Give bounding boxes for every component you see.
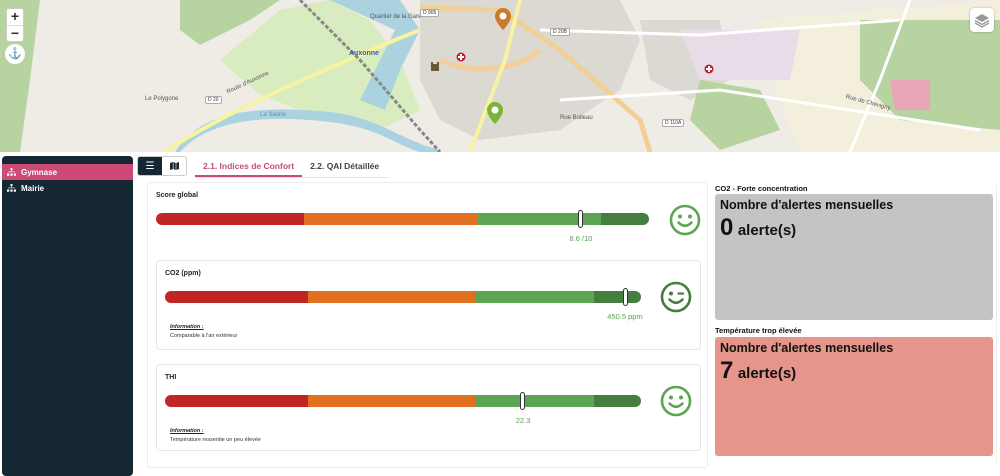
tab-indices-confort[interactable]: 2.1. Indices de Confort: [195, 156, 303, 177]
map-poi-hospital-icon: [456, 52, 466, 62]
thi-card: THI 22.3 Information : Température resse…: [156, 364, 701, 451]
alert-temp-box: Nombre d'alertes mensuelles 7 alerte(s): [715, 337, 993, 456]
alert-temp-count-number: 7: [720, 357, 734, 384]
indices-panel: Score global 8.6 /10 CO2 (ppm) 450.5 ppm…: [147, 182, 708, 468]
map-label-town: Auxonne: [349, 50, 379, 57]
smile-face-icon: [669, 204, 701, 236]
map-poi-castle-icon: [431, 62, 439, 71]
wink-face-icon: [660, 281, 692, 313]
sidebar-item-label: Mairie: [21, 183, 45, 193]
map-poi-hospital-icon-2: [704, 64, 714, 74]
thi-info-label: Information :: [170, 428, 204, 434]
list-icon: ☰: [145, 160, 155, 172]
tab-qai-detaillee[interactable]: 2.2. QAI Détaillée: [310, 161, 380, 171]
zoom-out-button[interactable]: −: [7, 25, 23, 41]
alert-temp-count: 7 alerte(s): [720, 357, 988, 385]
alert-co2-count: 0 alerte(s): [720, 214, 988, 242]
thi-info-text: Température ressentie un peu élevée: [170, 437, 261, 443]
map-label-quartier: Quartier de la Gare: [370, 14, 422, 20]
map-view-button[interactable]: [162, 157, 186, 175]
locate-button[interactable]: ⚓: [5, 44, 25, 64]
list-view-button[interactable]: ☰: [138, 157, 162, 175]
co2-value: 450.5 ppm: [607, 312, 643, 321]
map-label-d20b: D 20B: [550, 28, 570, 36]
thi-marker: [520, 392, 525, 410]
map-label-d20: D 20: [205, 96, 222, 104]
alert-co2-count-number: 0: [720, 214, 734, 241]
alert-co2-box: Nombre d'alertes mensuelles 0 alerte(s): [715, 194, 993, 320]
sidebar-item-gymnase[interactable]: Gymnase: [2, 164, 133, 180]
score-global-value: 8.6 /10: [569, 234, 593, 243]
map-label-d110a: D 110A: [662, 119, 685, 127]
alert-co2-count-unit: alerte(s): [737, 222, 797, 239]
map-label-polygone: Le Polygone: [145, 96, 179, 102]
map-icon: [169, 162, 179, 170]
sidebar-item-label: Gymnase: [21, 167, 58, 177]
co2-marker: [623, 288, 628, 306]
smile-face-icon: [660, 385, 692, 417]
map-label-rue-boileau: Rue Boileau: [560, 115, 593, 121]
map-label-river: La Saône: [260, 112, 286, 118]
layers-button[interactable]: [970, 8, 994, 32]
co2-title: CO2 (ppm): [165, 270, 201, 277]
score-global-marker: [578, 210, 583, 228]
score-global-title: Score global: [156, 192, 199, 199]
thi-bar: [165, 395, 641, 407]
view-toggle: ☰: [137, 156, 187, 176]
zoom-control: + −: [6, 8, 24, 42]
sitemap-icon: [7, 184, 16, 192]
zoom-in-button[interactable]: +: [10, 8, 20, 24]
sitemap-icon: [7, 168, 16, 176]
alert-co2-heading: Nombre d'alertes mensuelles: [720, 198, 894, 212]
sidebar: Gymnase Mairie: [2, 156, 133, 476]
thi-value: 22.3: [515, 416, 531, 425]
map[interactable]: Le Polygone D 20 Route d'Auxonne La Saôn…: [0, 0, 1000, 152]
co2-info-label: Information :: [170, 324, 204, 330]
alert-temp-title: Température trop élevée: [715, 326, 802, 335]
map-marker-green[interactable]: [487, 102, 503, 124]
tab-bar: 2.1. Indices de Confort 2.2. QAI Détaill…: [195, 156, 388, 178]
scroll-edge: [996, 182, 997, 462]
thi-title: THI: [165, 374, 177, 381]
anchor-icon: ⚓: [8, 48, 22, 60]
alert-temp-count-unit: alerte(s): [737, 365, 797, 382]
sidebar-item-mairie[interactable]: Mairie: [2, 180, 133, 196]
alert-co2-title: CO2 - Forte concentration: [715, 184, 808, 193]
map-marker-orange[interactable]: [495, 8, 511, 30]
score-global-bar: [156, 213, 649, 225]
co2-card: CO2 (ppm) 450.5 ppm Information : Compar…: [156, 260, 701, 350]
co2-bar: [165, 291, 641, 303]
map-label-d905: D 905: [420, 9, 440, 17]
layers-icon: [974, 14, 990, 28]
alert-temp-heading: Nombre d'alertes mensuelles: [720, 341, 894, 355]
co2-info-text: Comparable à l'air extérieur: [170, 333, 238, 339]
